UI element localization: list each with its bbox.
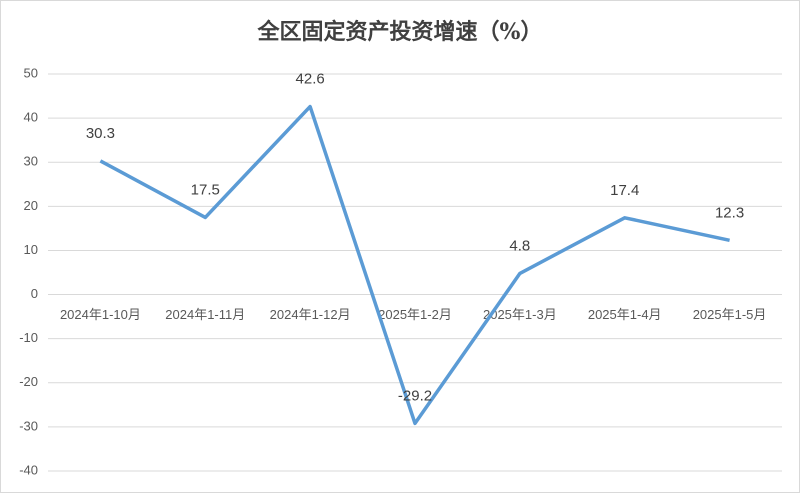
- y-tick-label: -40: [19, 462, 38, 477]
- y-tick-label: 10: [24, 242, 38, 257]
- data-label: 12.3: [715, 204, 744, 221]
- data-label: -29.2: [398, 387, 432, 404]
- y-tick-label: 20: [24, 198, 38, 213]
- y-tick-label: 50: [24, 65, 38, 80]
- x-tick-label: 2025年1-2月: [378, 307, 452, 322]
- x-tick-label: 2025年1-3月: [483, 307, 557, 322]
- y-tick-label: -20: [19, 374, 38, 389]
- x-tick-label: 2024年1-10月: [60, 307, 141, 322]
- chart-title: 全区固定资产投资增速（%）: [257, 19, 543, 45]
- data-label: 17.5: [191, 181, 220, 198]
- x-tick-label: 2025年1-4月: [588, 307, 662, 322]
- data-label: 17.4: [610, 182, 639, 199]
- data-label: 30.3: [86, 125, 115, 142]
- x-tick-label: 2024年1-12月: [270, 307, 351, 322]
- y-tick-label: -10: [19, 330, 38, 345]
- data-label: 42.6: [296, 71, 325, 88]
- x-tick-label: 2025年1-5月: [693, 307, 767, 322]
- y-tick-label: -30: [19, 418, 38, 433]
- y-tick-label: 30: [24, 154, 38, 169]
- y-tick-label: 0: [31, 286, 38, 301]
- data-line: [99, 104, 730, 426]
- data-label: 4.8: [509, 237, 530, 254]
- y-tick-label: 40: [24, 110, 38, 125]
- x-tick-label: 2024年1-11月: [165, 307, 245, 322]
